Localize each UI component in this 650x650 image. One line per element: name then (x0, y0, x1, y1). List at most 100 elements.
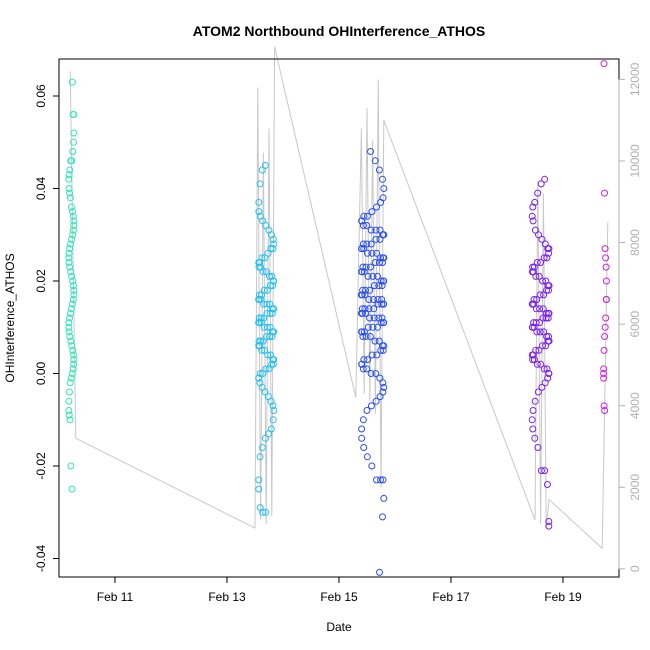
data-point (535, 346, 543, 354)
data-point (377, 319, 385, 327)
data-point (376, 235, 384, 243)
data-point (370, 305, 378, 313)
data-point (374, 323, 381, 331)
data-point (602, 263, 610, 271)
data-point (368, 462, 376, 470)
data-point (364, 272, 372, 280)
data-point (528, 416, 536, 424)
data-point (538, 383, 546, 391)
data-point (377, 346, 385, 354)
data-point (378, 300, 386, 308)
data-point (70, 360, 78, 368)
data-point (69, 231, 77, 239)
y2-tick-label: 4000 (628, 392, 642, 419)
data-point (377, 198, 385, 206)
data-point (373, 249, 381, 257)
data-point (545, 522, 553, 530)
data-point (361, 291, 369, 299)
data-point (543, 481, 551, 488)
data-point (542, 314, 550, 322)
data-point (367, 263, 374, 271)
data-point (70, 351, 77, 359)
data-point (372, 397, 380, 405)
data-point (601, 189, 608, 197)
data-point (533, 360, 541, 368)
y2-tick-label: 12000 (628, 62, 642, 96)
data-point (267, 397, 275, 405)
data-point (362, 286, 369, 294)
y2-tick-label: 0 (628, 565, 642, 572)
data-point (263, 300, 271, 308)
data-point (255, 319, 263, 327)
data-point (601, 333, 609, 340)
y-tick-label: -0.02 (34, 452, 48, 480)
data-point (366, 333, 374, 340)
data-point (269, 235, 277, 243)
data-point (371, 157, 379, 165)
data-point (359, 240, 367, 248)
data-point (529, 263, 537, 271)
data-point (367, 226, 375, 234)
data-point (70, 291, 78, 299)
data-point (368, 208, 376, 216)
data-point (70, 356, 78, 364)
data-point (375, 337, 383, 345)
y-tick-label: 0.02 (34, 269, 48, 293)
data-point (375, 259, 383, 266)
data-point (358, 217, 366, 225)
data-point (67, 240, 74, 248)
data-point (270, 356, 278, 364)
data-point (65, 185, 73, 192)
data-point (358, 268, 366, 276)
data-point (258, 346, 266, 354)
data-point (529, 407, 537, 414)
x-tick-label: Feb 11 (97, 590, 134, 604)
data-point (600, 402, 608, 410)
data-point (256, 453, 264, 461)
data-point (600, 346, 608, 354)
data-point (362, 333, 370, 340)
data-point (545, 333, 552, 340)
data-point (379, 319, 387, 327)
data-point (380, 254, 388, 262)
data-point (269, 402, 277, 410)
data-point (535, 231, 542, 239)
data-point (362, 263, 370, 271)
data-point (532, 305, 540, 313)
data-point (531, 226, 539, 234)
y-tick-label: 0.00 (34, 361, 48, 385)
data-point (65, 175, 73, 183)
data-point (543, 365, 551, 373)
data-point (262, 222, 270, 229)
data-point (259, 508, 267, 516)
data-point (258, 444, 266, 451)
data-point (364, 323, 372, 331)
data-point (600, 374, 608, 382)
data-point (70, 138, 77, 146)
data-point (380, 494, 388, 502)
x-axis-label: Date (326, 620, 352, 634)
data-point (67, 462, 75, 470)
data-point (373, 203, 381, 211)
data-point (370, 314, 378, 322)
data-point (360, 328, 368, 336)
data-point (66, 333, 74, 340)
data-point (66, 189, 74, 197)
data-point (358, 245, 366, 253)
data-point (545, 370, 553, 377)
data-point (360, 245, 368, 253)
data-point (545, 245, 553, 253)
data-point (366, 286, 374, 294)
data-point (359, 309, 366, 317)
data-point (67, 305, 75, 313)
data-point (369, 272, 377, 280)
data-point (376, 393, 384, 401)
data-point (534, 189, 542, 197)
data-point (261, 254, 269, 262)
data-point (367, 402, 375, 410)
y-axis-label: OHInterference_ATHOS (3, 253, 17, 382)
data-point (66, 416, 74, 424)
data-point (358, 360, 366, 368)
data-point (66, 379, 74, 387)
